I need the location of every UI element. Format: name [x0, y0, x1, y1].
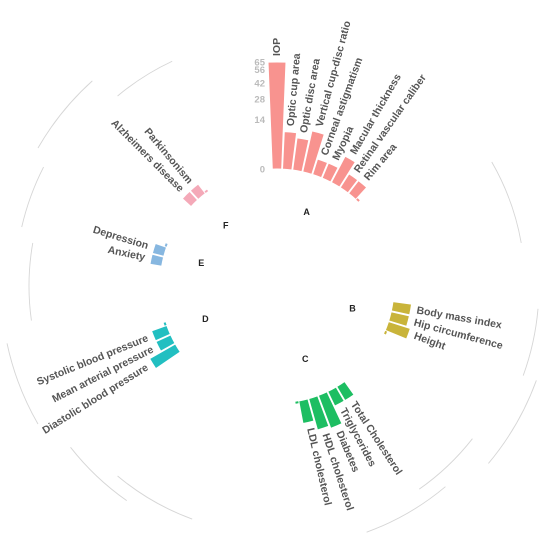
bar-myopia	[321, 162, 339, 183]
bar-height	[384, 320, 411, 340]
group-label-d: D	[202, 314, 209, 324]
decorative-outer-arc	[418, 438, 473, 490]
group-label-a: A	[303, 207, 310, 217]
decorative-outer-arc	[522, 308, 539, 376]
decorative-outer-arc	[117, 475, 193, 520]
radial-tick-label: 28	[254, 94, 265, 105]
bar-systolic-blood-pressure	[150, 324, 172, 342]
radial-tick-label: 56	[254, 65, 265, 76]
decorative-outer-arc	[488, 380, 537, 464]
bar-rim-area	[347, 179, 368, 201]
decorative-outer-arc	[6, 343, 39, 425]
bar-alzheimers-disease	[181, 190, 199, 208]
bar-hdl-cholesterol	[308, 395, 330, 431]
decorative-outer-arc	[37, 80, 93, 149]
bar-total-cholesterol	[336, 380, 355, 402]
bar-parkinsonism	[189, 183, 207, 201]
bar-depression	[151, 242, 168, 257]
bar-mean-arterial-pressure	[155, 334, 176, 352]
group-label-f: F	[223, 220, 229, 230]
bar-anxiety	[149, 253, 165, 267]
bar-optic-disc-area	[292, 137, 310, 173]
bar-iop	[267, 61, 287, 170]
decorative-outer-arc	[117, 60, 173, 97]
bar-optic-cup-area	[281, 131, 298, 171]
decorative-outer-arc	[491, 161, 522, 244]
bar-corneal-astigmatism	[311, 158, 329, 179]
decorative-outer-arc	[366, 486, 446, 533]
decorative-outer-arc	[28, 242, 34, 321]
group-label-e: E	[198, 258, 204, 268]
bar-vertical-cup-disc-ratio	[302, 130, 325, 175]
bar-diastolic-blood-pressure	[148, 343, 182, 370]
group-label-b: B	[349, 303, 356, 313]
bar-macular-thickness	[330, 155, 357, 188]
radial-tick-label: 0	[260, 165, 265, 176]
radial-tick-label: 65	[254, 58, 265, 69]
decorative-outer-arc	[70, 447, 127, 501]
bar-diabetes	[317, 391, 343, 429]
bar-hip-circumference	[388, 311, 411, 328]
bar-body-mass-index	[390, 301, 413, 316]
bar-triglycerides	[327, 386, 345, 407]
bar-label-iop: IOP	[271, 38, 283, 56]
decorative-outer-arc	[21, 166, 44, 228]
bar-ldl-cholesterol	[298, 398, 315, 425]
radial-tick-label: 14	[254, 115, 265, 126]
radial-tick-label: 42	[254, 78, 265, 89]
group-label-c: C	[302, 354, 309, 364]
bar-retinal-vascular-caliber	[339, 173, 359, 194]
